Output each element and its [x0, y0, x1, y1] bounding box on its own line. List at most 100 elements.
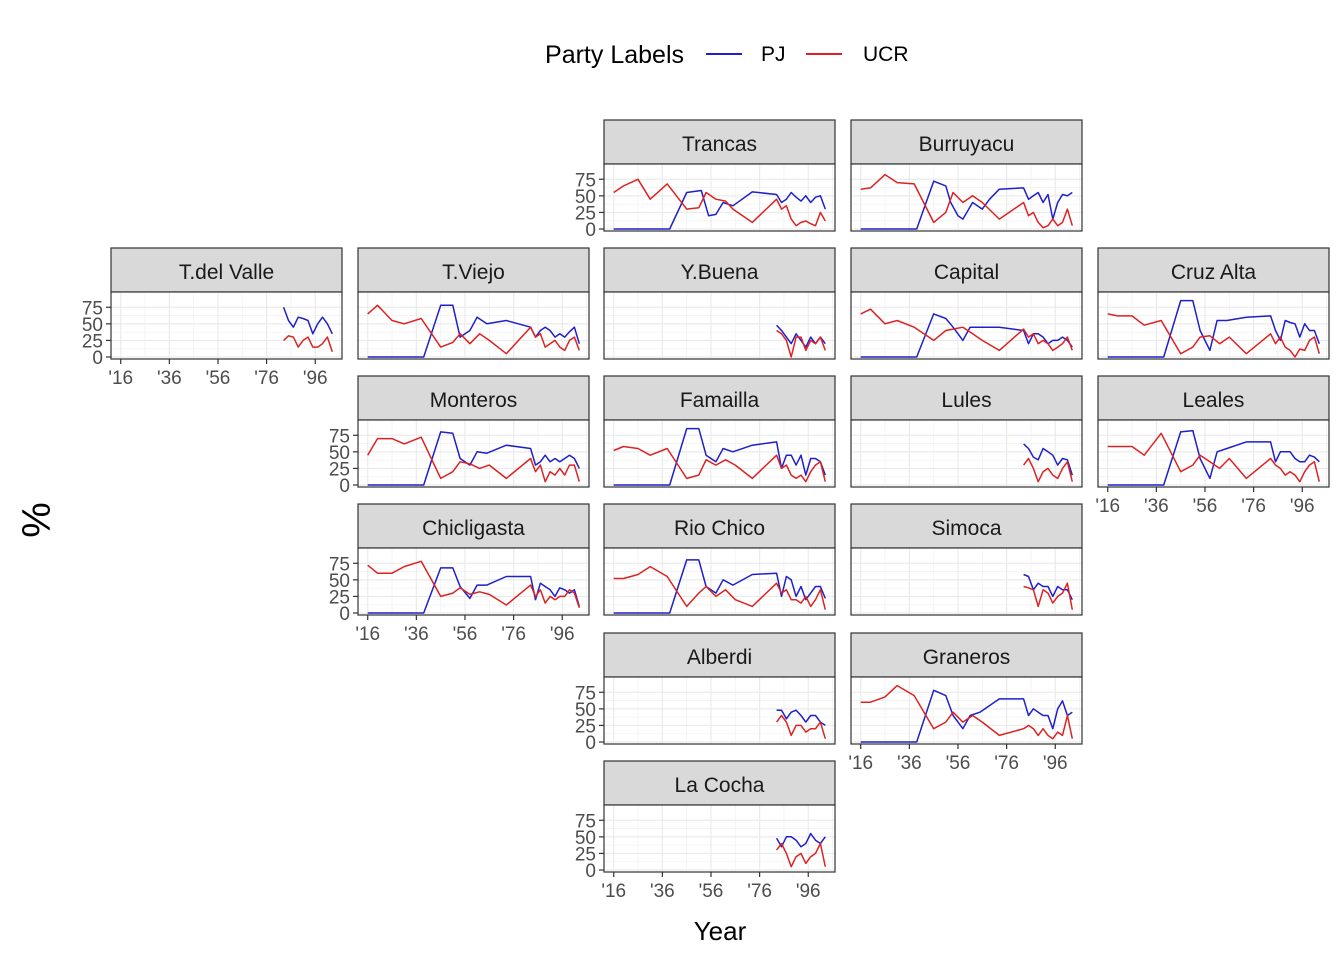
- panel-grid: [851, 548, 1082, 615]
- panel-background: [358, 420, 589, 487]
- panel-border: [603, 804, 836, 873]
- x-tick-label: '36: [404, 624, 429, 645]
- panel-strip: [603, 760, 836, 806]
- y-axis-title: %: [15, 502, 59, 538]
- x-tick-label: '96: [796, 881, 821, 902]
- x-tick-label: '56: [946, 753, 971, 774]
- x-tick-label: '16: [1095, 496, 1120, 517]
- y-tick-label: 25: [329, 459, 350, 480]
- panel-strip: [110, 247, 343, 293]
- panel-title: Chicligasta: [422, 517, 525, 540]
- series-line-ucr: [775, 842, 827, 868]
- series-line-ucr: [775, 714, 827, 739]
- series-line-pj: [1107, 429, 1320, 486]
- series-line-pj: [860, 180, 1073, 230]
- panel-t-viejo: T.Viejo: [357, 247, 590, 360]
- y-tick-label: 50: [329, 571, 350, 592]
- panel-border: [1097, 419, 1330, 488]
- series-line-ucr: [1107, 432, 1321, 483]
- y-tick-label: 0: [92, 348, 103, 369]
- legend: Party Labels PJ UCR: [545, 41, 908, 69]
- series-line-ucr: [613, 178, 826, 227]
- y-tick-label: 25: [575, 844, 596, 865]
- panel-strip: [603, 247, 836, 293]
- panel-title: Burruyacu: [919, 133, 1015, 156]
- panel-background: [1098, 292, 1329, 359]
- panel-title: Capital: [934, 261, 999, 284]
- panel-background: [111, 292, 342, 359]
- panel-border: [850, 419, 1083, 488]
- y-tick-label: 50: [575, 828, 596, 849]
- panel-background: [604, 292, 835, 359]
- panel-simoca: Simoca: [850, 503, 1083, 616]
- panel-title: Simoca: [931, 517, 1001, 540]
- panel-strip: [850, 247, 1083, 293]
- series-line-pj: [613, 189, 827, 230]
- series-line-pj: [860, 689, 1073, 743]
- y-tick-label: 75: [329, 554, 350, 575]
- panel-famailla: Famailla: [603, 375, 836, 488]
- panel-title: Cruz Alta: [1171, 261, 1257, 284]
- x-tick-label: '56: [206, 368, 231, 389]
- series-line-pj: [775, 832, 826, 848]
- panel-border: [850, 163, 1083, 232]
- series-line-ucr: [367, 304, 581, 355]
- panel-background: [358, 548, 589, 615]
- panel-title: Famailla: [680, 389, 760, 412]
- panel-leales: Leales '16 '36 '56 '76 '96: [1095, 375, 1330, 517]
- panel-border: [603, 291, 836, 360]
- x-axis: '16 '36 '56 '76 '96: [601, 872, 821, 902]
- panel-title: Alberdi: [687, 646, 752, 669]
- panel-border: [603, 676, 836, 745]
- panel-strip: [1097, 247, 1330, 293]
- panel-border: [850, 291, 1083, 360]
- panel-strip: [357, 503, 590, 549]
- y-tick-label: 75: [575, 170, 596, 191]
- series-line-pj: [613, 427, 827, 486]
- panel-rio-chico: Rio Chico: [603, 503, 836, 616]
- y-tick-label: 50: [575, 700, 596, 721]
- panel-background: [358, 292, 589, 359]
- panel-strip: [850, 119, 1083, 165]
- x-tick-label: '76: [1241, 496, 1266, 517]
- y-tick-label: 50: [82, 315, 103, 336]
- panel-grid: [851, 677, 1082, 744]
- y-tick-label: 0: [339, 476, 350, 497]
- panel-title: Lules: [941, 389, 991, 412]
- x-axis-title: Year: [694, 916, 747, 946]
- panel-border: [110, 291, 343, 360]
- y-tick-label: 75: [82, 298, 103, 319]
- x-tick-label: '36: [650, 881, 675, 902]
- panel-cruz-alta: Cruz Alta: [1097, 247, 1330, 360]
- series-line-pj: [367, 567, 581, 614]
- x-tick-label: '96: [1290, 496, 1315, 517]
- series-line-ucr: [283, 335, 334, 352]
- y-tick-label: 0: [585, 220, 596, 241]
- panel-lules: Lules: [850, 375, 1083, 488]
- panel-border: [850, 547, 1083, 616]
- x-tick-label: '76: [994, 753, 1019, 774]
- panel-burruyacu: Burruyacu: [850, 119, 1083, 232]
- x-tick-label: '16: [108, 368, 133, 389]
- x-axis: '16 '36 '56 '76 '96: [355, 615, 575, 645]
- panel-title: T.del Valle: [179, 261, 274, 284]
- panel-y-buena: Y.Buena: [603, 247, 836, 360]
- x-tick-label: '36: [157, 368, 182, 389]
- panel-border: [357, 291, 590, 360]
- panel-background: [851, 292, 1082, 359]
- panel-border: [357, 419, 590, 488]
- series-line-ucr: [613, 565, 827, 610]
- panel-strip: [850, 375, 1083, 421]
- panel-title: T.Viejo: [442, 261, 505, 284]
- y-tick-label: 25: [575, 203, 596, 224]
- x-tick-label: '56: [453, 624, 478, 645]
- y-tick-label: 0: [339, 604, 350, 625]
